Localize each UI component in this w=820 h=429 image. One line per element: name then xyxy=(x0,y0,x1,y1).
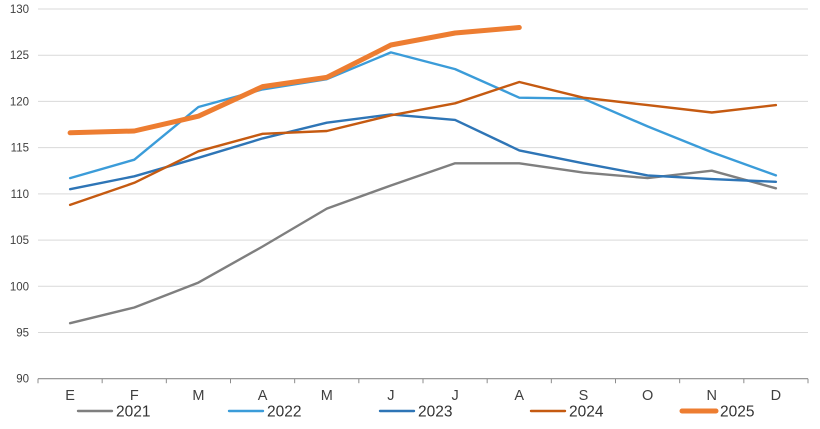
x-axis-tick-label-6: J xyxy=(451,388,458,404)
series-line-2025 xyxy=(67,25,522,136)
y-axis-tick-label-105: 105 xyxy=(10,235,29,247)
y-axis-tick-label-95: 95 xyxy=(16,327,29,339)
x-axis-tick-label-0: E xyxy=(65,388,75,404)
series-line-2023 xyxy=(68,113,778,191)
legend-label-2024: 2024 xyxy=(569,404,604,421)
x-axis-tick-label-5: J xyxy=(387,388,394,404)
legend-label-2025: 2025 xyxy=(720,404,754,421)
x-axis-tick-label-8: S xyxy=(579,388,589,404)
legend-label-2023: 2023 xyxy=(418,404,452,421)
y-axis-tick-label-100: 100 xyxy=(10,281,29,293)
x-axis-tick-label-2: M xyxy=(192,388,204,404)
x-axis-tick-label-4: M xyxy=(321,388,333,404)
x-axis-tick-label-1: F xyxy=(130,388,139,404)
x-axis-tick-label-10: N xyxy=(707,388,717,404)
y-axis-tick-label-120: 120 xyxy=(10,96,29,108)
legend-label-2021: 2021 xyxy=(116,404,150,421)
y-axis-tick-label-90: 90 xyxy=(16,374,29,386)
y-axis-tick-label-130: 130 xyxy=(10,4,29,16)
y-axis-tick-label-115: 115 xyxy=(11,143,29,155)
x-axis-tick-label-7: A xyxy=(514,388,524,404)
series-line-2022 xyxy=(68,51,778,180)
x-axis-tick-label-3: A xyxy=(258,388,268,404)
series-line-2021 xyxy=(68,162,778,325)
series-line-2024 xyxy=(68,80,778,207)
x-axis-tick-label-9: O xyxy=(642,388,653,404)
y-axis-tick-label-125: 125 xyxy=(10,50,29,62)
y-axis-tick-label-110: 110 xyxy=(11,189,29,201)
x-axis-tick-label-11: D xyxy=(771,388,781,404)
legend-label-2022: 2022 xyxy=(267,404,301,421)
